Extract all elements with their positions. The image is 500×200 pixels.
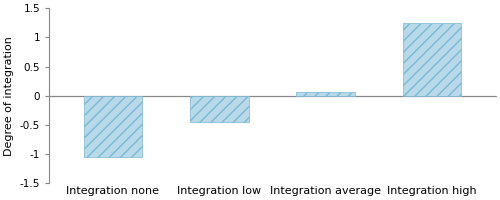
Text: Integration low: Integration low [177, 186, 262, 196]
Bar [403, 23, 462, 96]
Text: Integration high: Integration high [387, 186, 477, 196]
Bar [296, 92, 355, 96]
Text: Integration none: Integration none [66, 186, 160, 196]
Bar [84, 96, 142, 157]
Text: Integration average: Integration average [270, 186, 381, 196]
Bar [190, 96, 248, 122]
Y-axis label: Degree of integration: Degree of integration [4, 36, 14, 156]
